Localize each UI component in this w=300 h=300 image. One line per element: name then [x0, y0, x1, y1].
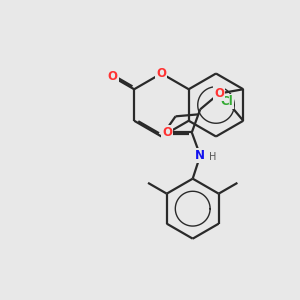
Text: O: O: [156, 67, 167, 80]
Text: O: O: [162, 126, 172, 139]
Text: H: H: [209, 152, 217, 162]
Text: O: O: [214, 87, 224, 100]
Text: O: O: [108, 70, 118, 83]
Text: N: N: [195, 149, 205, 162]
Text: Cl: Cl: [220, 95, 233, 108]
